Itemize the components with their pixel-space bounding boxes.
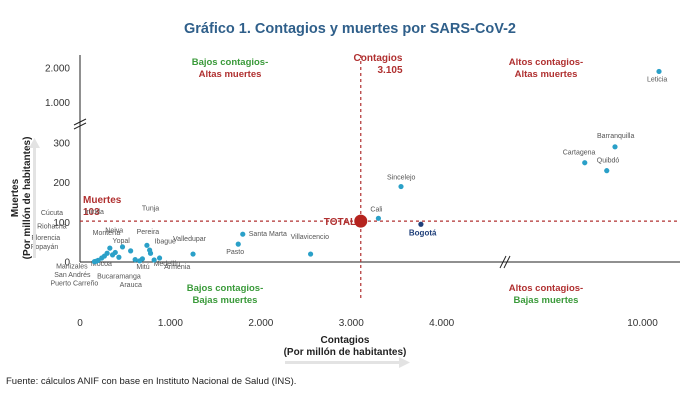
y-tick-label: 200 (53, 178, 70, 189)
data-label: Neiva (105, 227, 123, 234)
data-point-pereira (147, 247, 153, 253)
data-label: Puerto Carreño (50, 281, 98, 288)
x-tick-label: 0 (77, 318, 83, 329)
x-axis-title-line2: (Por millón de habitantes) (284, 347, 407, 358)
data-label: Pereira (137, 229, 160, 236)
data-point-sincelejo (398, 183, 404, 190)
data-label: Armenia (164, 264, 190, 271)
quadrant-top-right-line1: Altos contagios- (509, 57, 583, 68)
quadrant-bottom-right-line2: Bajas muertes (514, 295, 579, 306)
data-label: Bucaramanga (97, 274, 141, 281)
x-tick-label: 1.000 (158, 318, 183, 329)
y-axis-title: Muertes (Por millón de habitantes) (10, 137, 33, 260)
data-label: Santa Marta (249, 231, 287, 238)
data-label: Ibagué (155, 238, 177, 245)
y-tick-label: 100 (53, 218, 70, 229)
data-point-villavicencio (307, 251, 314, 257)
data-point-puerto-carreño (91, 259, 98, 265)
data-label: Pasto (226, 249, 244, 256)
data-point-barranquilla (612, 144, 618, 150)
quadrant-top-left-line2: Altas muertes (199, 69, 262, 80)
quadrant-bottom-right-line1: Altos contagios- (509, 283, 583, 294)
data-point-mocoa (116, 254, 122, 260)
data-label: Sincelejo (387, 175, 416, 182)
data-point-yopal (109, 252, 116, 258)
data-label: Yopal (113, 238, 131, 245)
y-axis-arrow (29, 138, 40, 258)
data-label: Popayán (31, 244, 59, 251)
muertes-reference-label: Muertes (83, 195, 122, 206)
data-label: Leticia (647, 76, 667, 83)
y-axis-title-line1: Muertes (10, 178, 21, 217)
x-tick-label: 10.000 (627, 318, 658, 329)
x-tick-label: 2.000 (248, 318, 273, 329)
contagios-reference-label: Contagios (354, 53, 403, 64)
data-point-inírida (119, 244, 126, 250)
y-tick-labels: 0 100 200 300 1.000 2.000 (45, 64, 70, 269)
data-label: TOTAL (324, 217, 356, 228)
y-tick-label: 2.000 (45, 64, 70, 75)
data-point-pasto (235, 241, 241, 247)
x-axis-break-marker (499, 255, 511, 269)
data-label: Medellín (154, 261, 181, 268)
quadrant-top-left-line1: Bajos contagios- (192, 57, 269, 68)
chart-title: Gráfico 1. Contagios y muertes por SARS-… (184, 21, 516, 37)
quadrant-bottom-left-line1: Bajos contagios- (187, 283, 264, 294)
data-point-bogotá (418, 221, 424, 227)
data-label: Cúcuta (41, 210, 63, 217)
quadrant-bottom-left-line2: Bajas muertes (193, 295, 258, 306)
data-label: Riohacha (37, 223, 67, 230)
x-tick-label: 4.000 (429, 318, 454, 329)
muertes-reference-value: 103 (83, 207, 100, 218)
data-label: Bogotá (409, 228, 437, 237)
data-label: Montería (93, 230, 121, 237)
data-point-total (354, 214, 368, 228)
quadrant-top-right-line2: Altas muertes (515, 69, 578, 80)
data-point-cali (375, 215, 382, 221)
data-label: San Andrés (54, 272, 91, 279)
data-point-cartagena (582, 160, 588, 166)
data-point-tunja (144, 242, 150, 248)
data-label: Mocoa (91, 261, 112, 268)
data-label: Valledupar (173, 236, 207, 243)
y-tick-label: 300 (53, 138, 70, 149)
data-point-leticia (656, 68, 662, 75)
data-point-cúcuta (107, 245, 113, 251)
x-tick-label: 3.000 (339, 318, 364, 329)
data-label: Inírida (85, 209, 105, 216)
y-axis-break-marker (73, 118, 87, 130)
y-tick-label: 0 (64, 258, 70, 269)
data-point-santa-marta (240, 231, 246, 237)
data-label: Quibdó (597, 158, 620, 165)
x-tick-labels: 0 1.000 2.000 3.000 4.000 10.000 (77, 318, 658, 329)
x-axis-title-line1: Contagios (321, 335, 370, 346)
data-point-armenia (151, 257, 157, 263)
data-point-bucaramanga (132, 257, 138, 263)
data-label: Arauca (120, 282, 142, 289)
data-point-quibdó (604, 168, 610, 174)
data-label: Mitú (136, 264, 149, 271)
y-tick-label: 1.000 (45, 98, 70, 109)
data-label: Tunja (142, 205, 159, 212)
contagios-reference-value: 3.105 (377, 65, 402, 76)
data-point-arauca (137, 258, 143, 264)
data-point-valledupar (190, 251, 196, 257)
data-label: Florencia (31, 235, 60, 242)
data-label: Cartagena (563, 150, 596, 157)
y-axis-title-line2: (Por millón de habitantes) (22, 137, 33, 260)
data-label: Manizales (56, 263, 88, 270)
x-axis-arrow (285, 357, 410, 368)
data-point-montería (128, 248, 134, 254)
data-label: Barranquilla (597, 133, 634, 140)
data-point-medellín (156, 255, 163, 261)
data-label: Villavicencio (291, 234, 329, 241)
source-note: Fuente: cálculos ANIF con base en Instit… (6, 376, 296, 387)
data-label: Cali (370, 206, 383, 213)
